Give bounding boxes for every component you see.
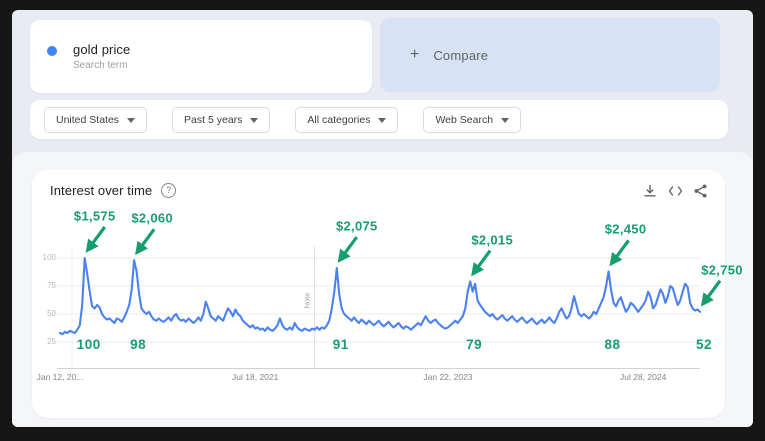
- chevron-down-icon: [250, 117, 259, 123]
- chevron-down-icon: [501, 117, 510, 123]
- compare-button[interactable]: + Compare: [380, 18, 720, 92]
- filter-search-type-label: Web Search: [435, 113, 494, 126]
- page-background: gold price Search term + Compare United …: [12, 10, 753, 427]
- filter-region-dropdown[interactable]: United States: [44, 106, 148, 133]
- chart-plot-area[interactable]: [52, 240, 705, 378]
- chart-title: Interest over time: [50, 183, 153, 198]
- share-icon: [694, 184, 707, 197]
- search-term-card[interactable]: gold price Search term: [30, 20, 372, 93]
- filter-bar: United States Past 5 years All categorie…: [30, 100, 728, 139]
- chart-actions: [643, 184, 707, 198]
- interest-over-time-card: Interest over time ?: [32, 170, 725, 418]
- filter-region-label: United States: [56, 113, 120, 126]
- share-button[interactable]: [694, 184, 707, 198]
- search-term-label: gold price: [73, 42, 131, 57]
- help-icon[interactable]: ?: [161, 183, 177, 198]
- search-term-text: gold price Search term: [73, 42, 130, 71]
- chevron-down-icon: [127, 117, 136, 123]
- download-button[interactable]: [643, 184, 657, 198]
- chart-header: Interest over time ?: [50, 183, 707, 198]
- embed-code-icon: [668, 185, 683, 196]
- compare-label: Compare: [433, 47, 489, 63]
- filter-category-dropdown[interactable]: All categories: [295, 106, 399, 133]
- search-term-type: Search term: [73, 60, 128, 71]
- download-icon: [644, 184, 656, 196]
- filter-category-label: All categories: [307, 113, 371, 126]
- plus-icon: +: [410, 46, 420, 63]
- embed-button[interactable]: [668, 185, 683, 197]
- filter-search-type-dropdown[interactable]: Web Search: [423, 106, 522, 133]
- filter-time-dropdown[interactable]: Past 5 years: [172, 106, 271, 133]
- series-color-dot: [47, 45, 57, 56]
- filter-time-label: Past 5 years: [184, 113, 243, 126]
- chevron-down-icon: [378, 117, 387, 123]
